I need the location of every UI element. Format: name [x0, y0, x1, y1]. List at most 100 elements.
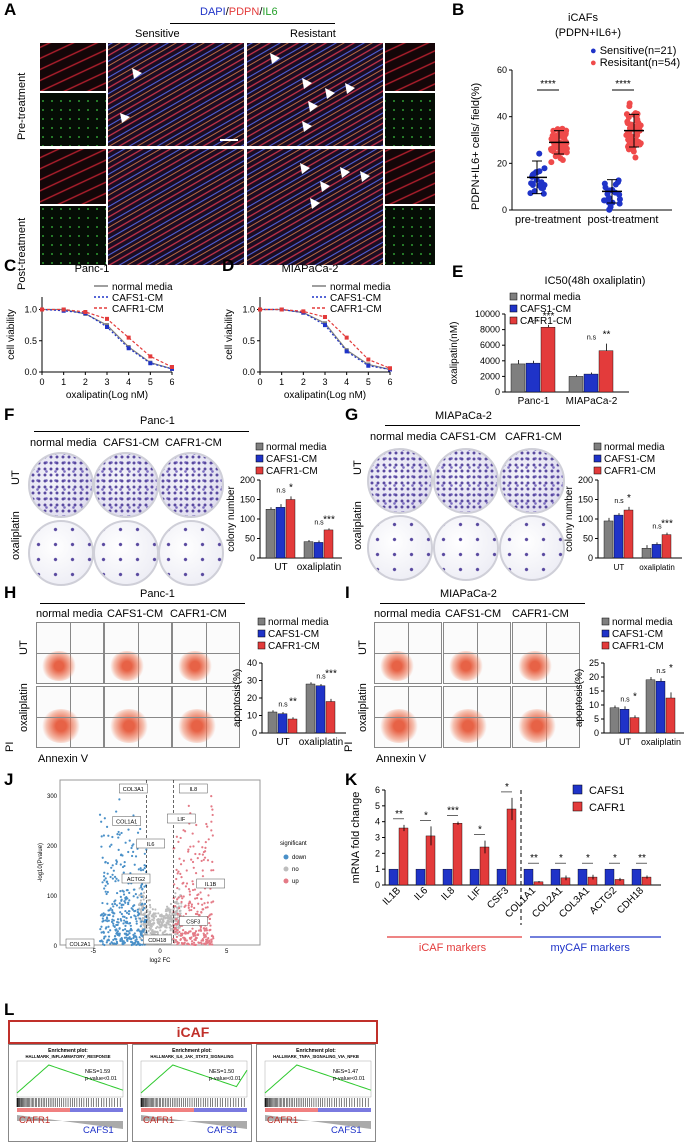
gene-point: [151, 928, 154, 932]
colony-dish: [499, 448, 565, 514]
gene-point-up: [188, 909, 191, 912]
data-point: [83, 310, 88, 314]
gsea-es-frame: [264, 1060, 372, 1098]
gene-point: [179, 909, 182, 912]
bar: [619, 708, 630, 734]
gene-point-down: [120, 906, 124, 909]
data-point: [148, 354, 153, 359]
bar: [442, 868, 453, 886]
sig-label: ***: [447, 806, 459, 817]
gene-point-up: [174, 918, 178, 921]
gene-point-up: [206, 859, 210, 862]
gene-point-down: [112, 942, 115, 945]
gene-point-down: [115, 938, 118, 941]
panel-g-col3: CAFR1-CM: [505, 431, 562, 443]
x-axis-label: oxalipatin(Log nM): [66, 390, 148, 401]
gene-point-down: [125, 889, 128, 892]
panel-e-letter: E: [452, 262, 464, 281]
sig-label: *: [478, 825, 482, 836]
gsea-title-1: Enrichment plot:: [296, 1048, 336, 1054]
gene-point-down: [144, 915, 147, 918]
gene-point-up: [210, 934, 213, 938]
gene-point-down: [144, 920, 147, 923]
gene-point-up: [187, 906, 190, 909]
gene-point-down: [122, 871, 125, 874]
x-tick-label: 5: [366, 377, 371, 387]
gene-point-up: [211, 808, 214, 811]
gene-point-down: [120, 899, 123, 902]
gene-point: [142, 891, 146, 894]
gene-label: IL8: [190, 787, 198, 793]
gene-label-box: [121, 873, 151, 884]
y-axis-label: -log10(Pvalue): [38, 843, 44, 882]
gene-point-down: [101, 901, 104, 905]
gene-point-up: [200, 910, 203, 914]
gene-point-up: [207, 894, 210, 897]
gene-point-up: [185, 939, 188, 942]
x-tick-label: -5: [91, 949, 97, 955]
col-resistant: Resistant: [290, 28, 336, 40]
data-point: [366, 363, 371, 368]
gene-point: [148, 903, 152, 907]
data-point: [531, 188, 538, 195]
gene-point: [154, 908, 157, 911]
legend-swatch: [257, 617, 266, 626]
gene-point-up: [194, 897, 197, 900]
gene-point-down: [140, 930, 143, 933]
gene-point: [145, 926, 148, 929]
gene-point: [149, 906, 152, 909]
gene-point-up: [203, 936, 206, 939]
gene-point-down: [133, 904, 136, 907]
gene-point-down: [111, 835, 114, 839]
gene-point-down: [140, 939, 144, 942]
gene-point-up: [192, 934, 195, 937]
colony-dish: [158, 520, 224, 586]
gene-label: COL3A1: [123, 787, 144, 793]
rank-bar-pos: [265, 1108, 318, 1112]
y-tick-label: 20: [497, 158, 507, 168]
gene-point-down: [144, 864, 147, 868]
gene-point: [153, 913, 156, 916]
legend-label: normal media: [266, 442, 327, 453]
gene-point-up: [205, 929, 208, 932]
gsea-left-label: CAFR1: [143, 1115, 174, 1126]
gene-point-up: [187, 804, 190, 807]
gene-point-up: [172, 924, 175, 927]
gene-point: [156, 921, 160, 924]
data-point: [634, 116, 641, 123]
bar: [506, 808, 517, 886]
gene-point-up: [204, 935, 207, 938]
panel-e-chart: IC50(48h oxaliplatin) 0 2000 4000 6000 8000 10…: [449, 275, 645, 407]
bar: [550, 868, 561, 886]
data-point: [170, 365, 174, 369]
gene-point-down: [100, 931, 103, 934]
bar: [303, 541, 314, 559]
gene-point-up: [204, 934, 207, 937]
gene-label-box: [136, 838, 165, 849]
bar: [415, 868, 426, 886]
gene-point: [167, 922, 170, 925]
gsea-title-1: Enrichment plot:: [48, 1048, 88, 1054]
gene-point-down: [112, 869, 115, 872]
gene-point-up: [193, 906, 196, 910]
y-tick-label: 0: [250, 553, 255, 563]
gene-point-down: [117, 830, 120, 834]
gene-point-up: [180, 875, 183, 879]
gene-point-down: [139, 869, 143, 872]
data-point: [279, 307, 284, 312]
gene-point-down: [128, 936, 131, 939]
gene-point-up: [172, 937, 175, 940]
gsea-plot: Enrichment plot: HALLMARK_INFLAMMATORY_RE…: [8, 1044, 128, 1142]
bar: [540, 327, 556, 393]
gene-point: [149, 927, 152, 930]
legend-swatch: [509, 316, 518, 325]
legend-label: CAFS1-CM: [520, 304, 571, 315]
gene-point-down: [109, 942, 112, 945]
gsea-plot-svg: Enrichment plot:HALLMARK_INFLAMMATORY_RE…: [16, 1048, 124, 1136]
gene-point: [170, 924, 173, 928]
gene-point-down: [137, 928, 140, 931]
gene-point-up: [178, 930, 181, 934]
gene-point-down: [123, 919, 126, 922]
gene-point-down: [136, 831, 140, 834]
data-point: [562, 130, 569, 137]
